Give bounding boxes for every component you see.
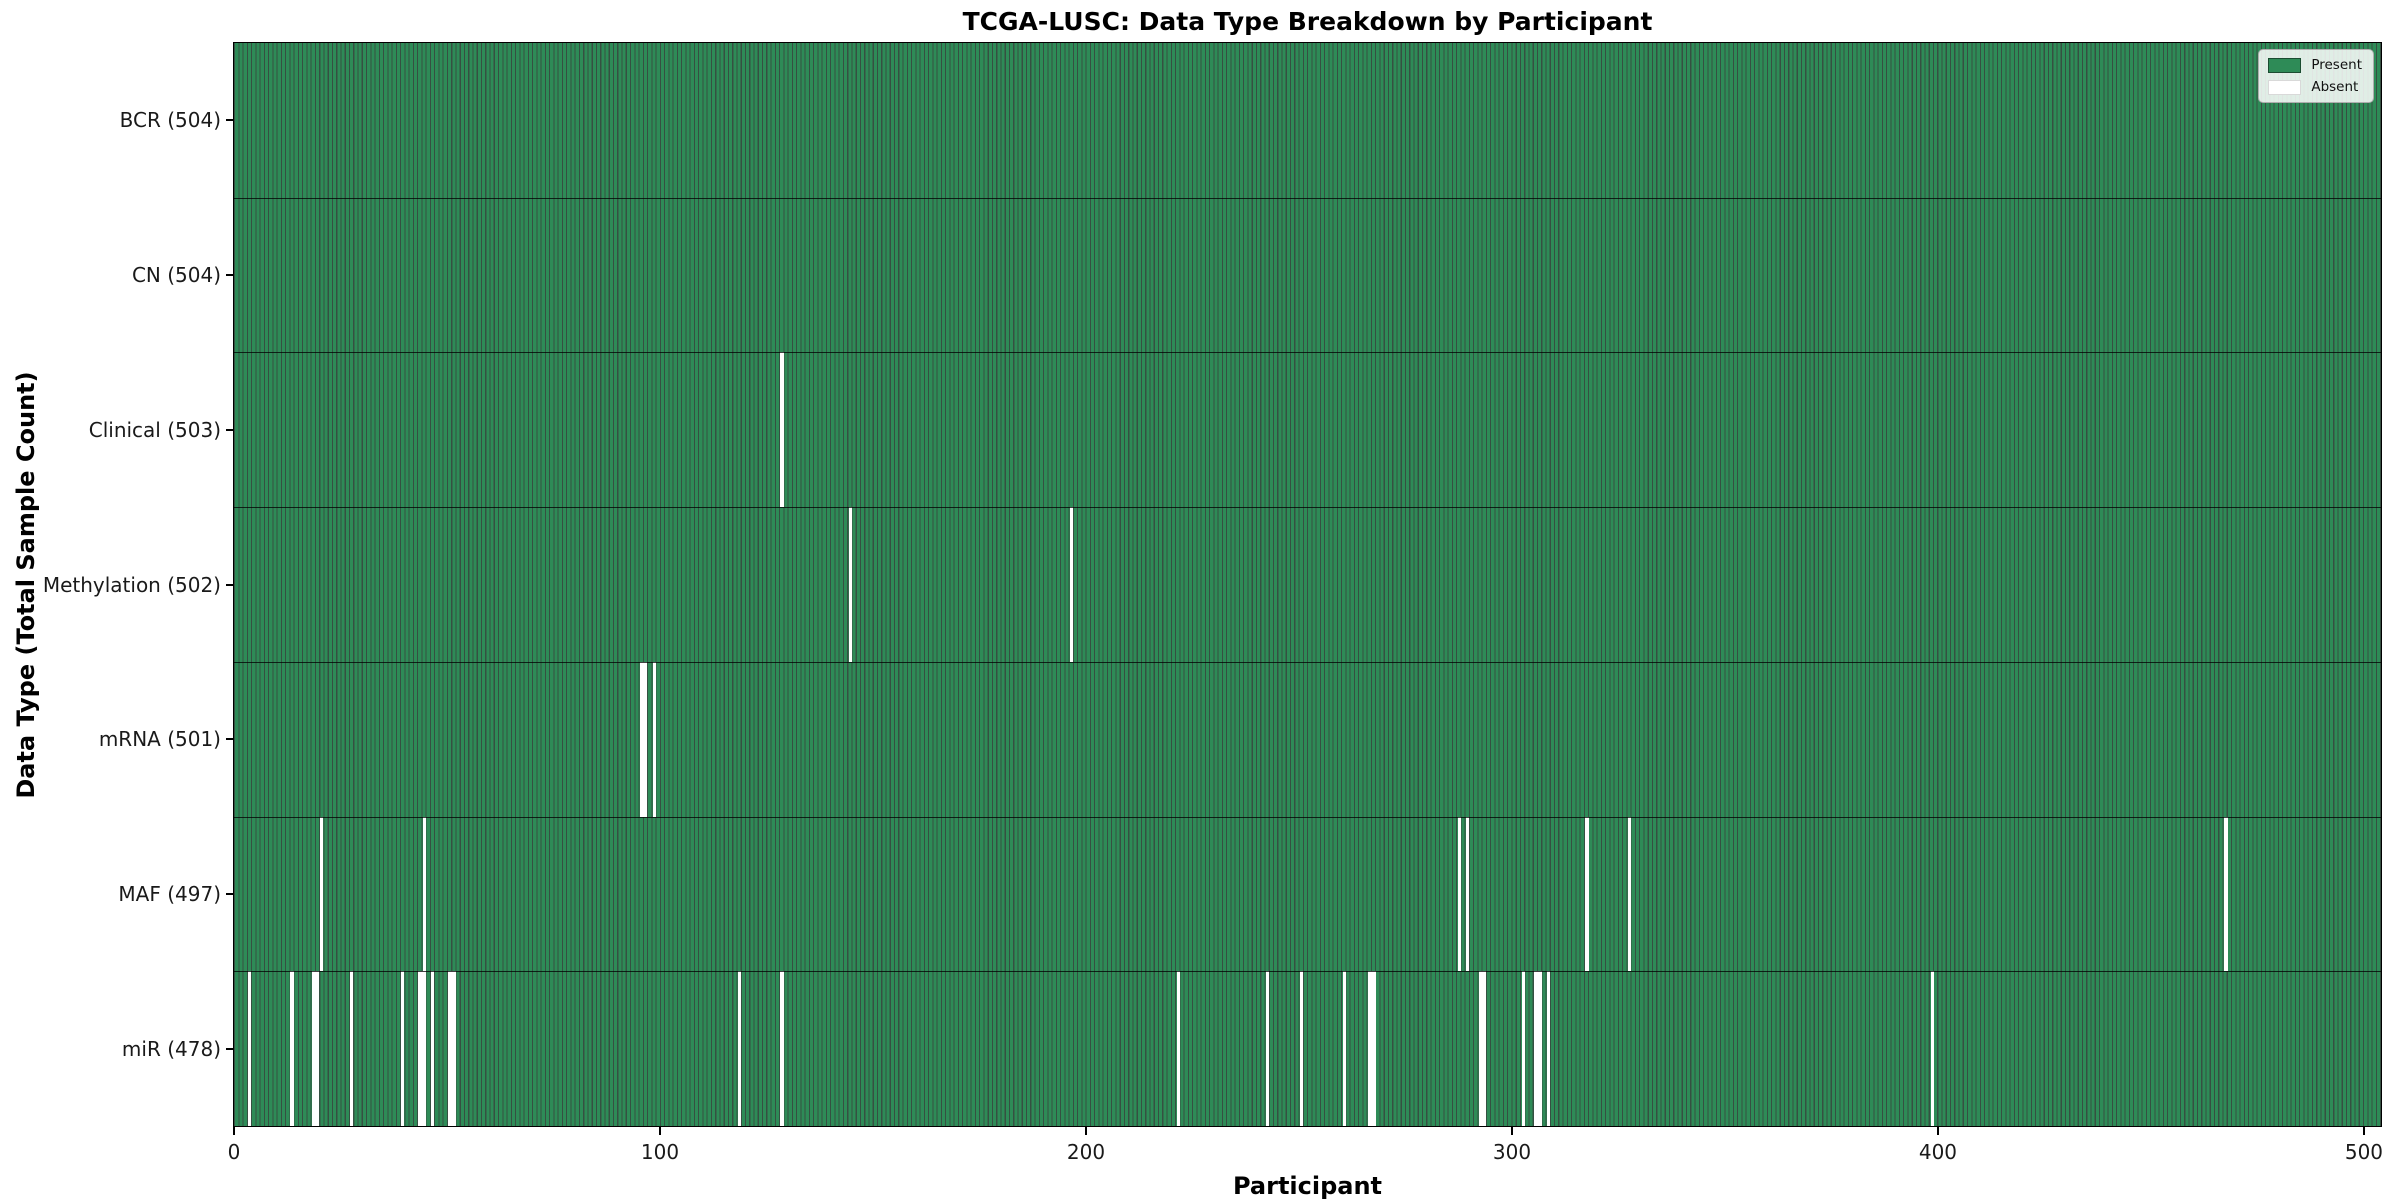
ytick-mark: [226, 1047, 234, 1050]
row-boundary: [234, 971, 2381, 973]
xtick-mark: [658, 1126, 661, 1135]
ytick-mark: [226, 274, 234, 277]
ytick-mark: [226, 428, 234, 431]
ytick-mark: [226, 119, 234, 122]
xtick-label: 500: [2344, 1140, 2384, 1164]
absent-stripe-miR: [401, 971, 405, 1126]
absent-stripe-Clinical: [780, 352, 784, 508]
row-boundary: [234, 197, 2381, 199]
absent-stripe-mRNA: [652, 661, 656, 817]
legend-label-absent: Absent: [2311, 79, 2359, 95]
absent-stripe-MAF: [1628, 816, 1632, 972]
ytick-label-BCR: BCR (504): [119, 108, 221, 133]
ytick-label-MAF: MAF (497): [118, 881, 221, 906]
absent-stripe-miR: [431, 971, 435, 1126]
row-boundary: [234, 352, 2381, 354]
absent-stripe-miR: [247, 971, 252, 1126]
xtick-mark: [1936, 1126, 1939, 1135]
absent-stripe-miR: [1266, 971, 1270, 1126]
absent-stripe-miR: [1368, 971, 1376, 1126]
absent-stripe-miR: [780, 971, 784, 1126]
absent-stripe-miR: [1521, 971, 1525, 1126]
absent-stripe-miR: [737, 971, 741, 1126]
absent-stripe-miR: [448, 971, 456, 1126]
present-swatch-icon: [2268, 57, 2302, 73]
legend-label-present: Present: [2311, 57, 2362, 73]
plot-area: TCGA-LUSC: Data Type Breakdown by Partic…: [43, 7, 2383, 1200]
absent-stripe-miR: [1478, 971, 1487, 1126]
ytick-label-Methylation: Methylation (502): [42, 572, 221, 597]
absent-stripe-MAF: [320, 816, 324, 972]
absent-stripe-miR: [1342, 971, 1346, 1126]
ytick-label-Clinical: Clinical (503): [88, 417, 221, 442]
absent-stripe-miR: [418, 971, 426, 1126]
ytick-mark: [226, 738, 234, 741]
xtick-mark: [233, 1126, 235, 1135]
ytick-label-CN: CN (504): [131, 263, 221, 288]
xtick-mark: [1084, 1126, 1087, 1135]
absent-swatch-icon: [2268, 79, 2302, 95]
absent-stripe-MAF: [2224, 816, 2228, 972]
legend-item-absent: Absent: [2268, 79, 2362, 95]
absent-stripe-miR: [1547, 971, 1551, 1126]
absent-stripe-miR: [350, 971, 354, 1126]
chart-title: TCGA-LUSC: Data Type Breakdown by Partic…: [962, 7, 1653, 36]
absent-stripe-miR: [1534, 971, 1542, 1126]
ytick-mark: [226, 892, 234, 895]
absent-stripe-miR: [1930, 971, 1934, 1126]
absent-stripe-Methylation: [848, 507, 852, 662]
absent-stripe-miR: [1300, 971, 1304, 1126]
xtick-label: 300: [1492, 1140, 1532, 1164]
ytick-label-mRNA: mRNA (501): [98, 727, 221, 752]
row-boundary: [234, 507, 2381, 509]
absent-stripe-MAF: [1585, 816, 1589, 972]
ytick-label-miR: miR (478): [121, 1036, 221, 1061]
x-axis-label: Participant: [1232, 1172, 1383, 1200]
ytick-mark: [226, 583, 234, 586]
xtick-label: 100: [640, 1140, 680, 1164]
row-boundary: [234, 661, 2381, 663]
y-axis-label: Data Type (Total Sample Count): [12, 371, 40, 799]
absent-stripe-miR: [311, 971, 320, 1126]
xtick-label: 200: [1066, 1140, 1106, 1164]
xtick-label: 400: [1918, 1140, 1958, 1164]
absent-stripe-miR: [1176, 971, 1180, 1126]
xtick-label: 0: [227, 1140, 241, 1164]
legend-item-present: Present: [2268, 57, 2362, 73]
xtick-mark: [2362, 1126, 2365, 1135]
absent-stripe-miR: [290, 971, 294, 1126]
absent-stripe-MAF: [1466, 816, 1470, 972]
absent-stripe-mRNA: [639, 661, 648, 817]
xtick-mark: [1510, 1126, 1513, 1135]
row-boundary: [234, 816, 2381, 818]
absent-stripe-MAF: [422, 816, 426, 972]
legend: Present Absent: [2258, 49, 2374, 103]
absent-stripe-MAF: [1457, 816, 1461, 972]
absent-stripe-Methylation: [1070, 507, 1074, 662]
